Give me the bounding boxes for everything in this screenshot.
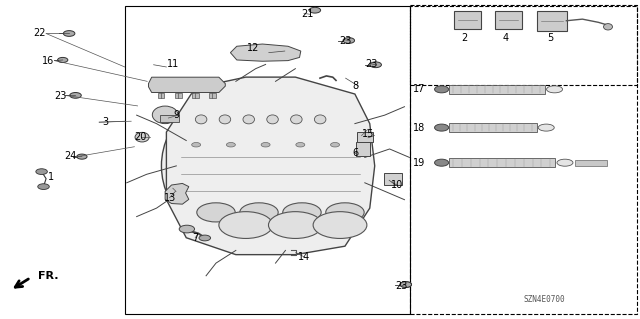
Text: 7: 7 bbox=[192, 233, 198, 243]
Circle shape bbox=[283, 203, 321, 222]
Circle shape bbox=[400, 282, 412, 287]
Bar bbox=[175, 93, 182, 98]
Ellipse shape bbox=[557, 159, 573, 166]
Circle shape bbox=[240, 203, 278, 222]
Text: 14: 14 bbox=[298, 252, 310, 262]
Text: 20: 20 bbox=[134, 132, 147, 142]
Circle shape bbox=[435, 124, 449, 131]
Text: 1: 1 bbox=[48, 172, 54, 182]
Bar bbox=[449, 123, 536, 132]
Text: 12: 12 bbox=[246, 43, 259, 53]
Circle shape bbox=[179, 225, 195, 233]
Text: 4: 4 bbox=[502, 33, 509, 43]
Circle shape bbox=[199, 235, 211, 241]
Ellipse shape bbox=[161, 80, 370, 252]
Circle shape bbox=[227, 143, 236, 147]
Text: 23: 23 bbox=[339, 36, 352, 47]
Circle shape bbox=[38, 184, 49, 189]
Text: 17: 17 bbox=[413, 84, 426, 94]
Circle shape bbox=[309, 7, 321, 13]
Ellipse shape bbox=[219, 115, 230, 124]
Bar bbox=[160, 115, 179, 122]
Ellipse shape bbox=[291, 115, 302, 124]
Circle shape bbox=[400, 282, 412, 287]
Text: 23: 23 bbox=[396, 280, 408, 291]
Text: SZN4E0700: SZN4E0700 bbox=[523, 295, 565, 304]
Circle shape bbox=[330, 143, 339, 147]
Circle shape bbox=[435, 86, 449, 93]
Circle shape bbox=[70, 93, 81, 98]
Bar bbox=[125, 6, 410, 314]
Circle shape bbox=[296, 143, 305, 147]
Text: 10: 10 bbox=[390, 180, 403, 190]
Bar bbox=[410, 5, 637, 85]
FancyBboxPatch shape bbox=[495, 11, 522, 29]
Bar bbox=[192, 93, 198, 98]
Text: 23: 23 bbox=[54, 91, 67, 101]
Bar bbox=[357, 132, 373, 142]
Text: 18: 18 bbox=[413, 122, 426, 133]
Circle shape bbox=[192, 143, 201, 147]
Circle shape bbox=[370, 62, 381, 68]
Bar bbox=[575, 160, 607, 166]
Text: 2: 2 bbox=[461, 33, 467, 43]
Text: 8: 8 bbox=[352, 81, 358, 91]
Text: 21: 21 bbox=[301, 9, 314, 19]
Bar bbox=[449, 85, 545, 94]
Text: 22: 22 bbox=[33, 28, 46, 39]
Text: 23: 23 bbox=[365, 59, 378, 69]
Bar bbox=[356, 142, 370, 156]
Circle shape bbox=[261, 143, 270, 147]
Ellipse shape bbox=[604, 24, 612, 30]
Ellipse shape bbox=[314, 115, 326, 124]
Bar bbox=[384, 173, 402, 185]
Bar bbox=[449, 158, 556, 167]
Circle shape bbox=[313, 212, 367, 239]
Text: 24: 24 bbox=[64, 151, 77, 161]
Bar bbox=[209, 93, 216, 98]
Polygon shape bbox=[165, 183, 189, 204]
Circle shape bbox=[77, 154, 87, 159]
Ellipse shape bbox=[152, 106, 178, 124]
Polygon shape bbox=[230, 44, 301, 61]
Circle shape bbox=[36, 169, 47, 174]
Text: 11: 11 bbox=[166, 59, 179, 69]
FancyBboxPatch shape bbox=[537, 11, 567, 31]
Circle shape bbox=[219, 212, 273, 239]
Text: 5: 5 bbox=[547, 33, 554, 43]
Circle shape bbox=[63, 31, 75, 36]
FancyBboxPatch shape bbox=[454, 11, 481, 29]
Circle shape bbox=[197, 203, 235, 222]
Text: 16: 16 bbox=[42, 56, 54, 66]
Bar bbox=[158, 93, 164, 98]
Ellipse shape bbox=[243, 115, 255, 124]
Ellipse shape bbox=[195, 115, 207, 124]
Bar bbox=[410, 6, 637, 314]
Ellipse shape bbox=[547, 86, 563, 93]
Ellipse shape bbox=[135, 132, 149, 142]
PathPatch shape bbox=[166, 77, 375, 255]
Circle shape bbox=[326, 203, 364, 222]
Ellipse shape bbox=[538, 124, 554, 131]
Text: 13: 13 bbox=[163, 193, 176, 203]
Text: 6: 6 bbox=[352, 148, 358, 158]
Text: 9: 9 bbox=[173, 110, 179, 120]
Ellipse shape bbox=[267, 115, 278, 124]
Circle shape bbox=[269, 212, 322, 239]
Text: 15: 15 bbox=[362, 129, 374, 139]
Text: 3: 3 bbox=[102, 117, 109, 127]
Circle shape bbox=[343, 38, 355, 43]
Polygon shape bbox=[148, 77, 225, 93]
Text: 19: 19 bbox=[413, 158, 426, 168]
Circle shape bbox=[435, 159, 449, 166]
Circle shape bbox=[58, 57, 68, 63]
Text: FR.: FR. bbox=[38, 271, 59, 281]
